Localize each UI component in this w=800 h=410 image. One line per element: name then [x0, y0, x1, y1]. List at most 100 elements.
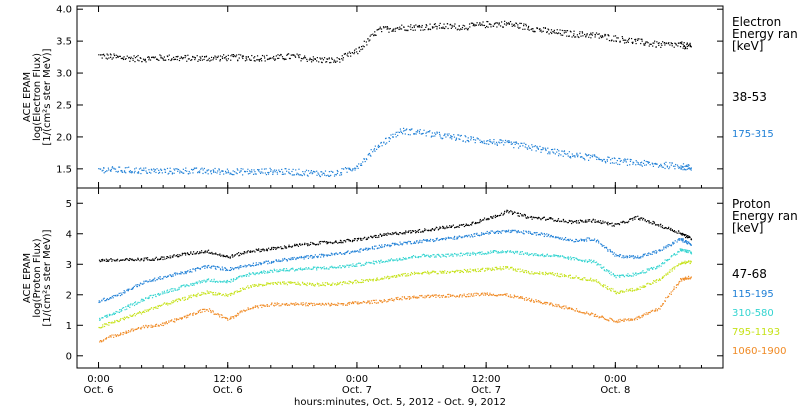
data-point	[561, 273, 563, 275]
data-point	[568, 35, 570, 37]
data-point	[588, 219, 591, 221]
data-point	[105, 323, 107, 325]
data-point	[371, 246, 374, 248]
data-point	[679, 238, 681, 240]
data-point	[206, 266, 208, 268]
data-point	[499, 252, 501, 254]
data-point	[181, 254, 184, 256]
data-point	[352, 302, 355, 305]
data-point	[454, 227, 456, 229]
data-point	[332, 267, 334, 269]
data-point	[435, 226, 437, 228]
data-point	[205, 56, 207, 58]
data-point	[442, 272, 444, 274]
data-point	[402, 243, 404, 245]
data-point	[642, 162, 645, 165]
data-point	[258, 273, 260, 275]
data-point	[142, 58, 145, 60]
data-point	[542, 148, 544, 150]
data-point	[517, 26, 519, 28]
data-point	[660, 165, 663, 167]
data-point	[130, 259, 133, 261]
data-point	[408, 275, 410, 277]
data-point	[416, 297, 418, 299]
data-point	[475, 222, 477, 225]
data-point	[681, 248, 683, 250]
data-point	[638, 257, 640, 259]
data-point	[182, 172, 184, 174]
data-point	[161, 291, 163, 293]
data-point	[443, 27, 445, 29]
data-point	[150, 168, 153, 170]
data-point	[276, 283, 278, 285]
data-point	[475, 254, 477, 256]
data-point	[381, 235, 383, 237]
data-point	[580, 35, 582, 37]
data-point	[510, 143, 512, 145]
data-point	[126, 316, 128, 318]
data-point	[279, 54, 281, 57]
data-point	[187, 173, 190, 175]
data-point	[554, 153, 556, 155]
data-point	[131, 171, 134, 173]
data-point	[476, 232, 478, 234]
data-point	[248, 287, 250, 289]
data-point	[199, 267, 201, 270]
data-point	[670, 244, 673, 246]
data-point	[311, 257, 313, 259]
data-point	[648, 45, 650, 47]
data-point	[551, 272, 553, 274]
data-point	[499, 142, 501, 144]
data-point	[497, 268, 499, 270]
data-point	[386, 301, 388, 303]
data-point	[135, 303, 137, 305]
data-point	[509, 211, 511, 213]
data-point	[481, 23, 483, 25]
data-point	[572, 35, 575, 37]
data-point	[576, 222, 578, 224]
data-point	[368, 152, 371, 155]
data-point	[533, 272, 536, 274]
data-point	[552, 236, 554, 238]
data-point	[531, 298, 533, 300]
data-point	[204, 56, 206, 58]
y-axis-label: [1/(cm²s ster MeV)]	[42, 229, 53, 326]
data-point	[481, 140, 483, 142]
data-point	[294, 56, 297, 58]
data-point	[168, 321, 170, 323]
data-point	[162, 256, 164, 258]
data-point	[178, 255, 180, 258]
data-point	[309, 256, 311, 258]
data-point	[190, 59, 192, 62]
data-point	[201, 311, 203, 313]
data-point	[539, 273, 541, 275]
data-point	[375, 260, 377, 262]
data-point	[170, 274, 172, 276]
data-point	[322, 303, 324, 305]
data-point	[108, 324, 110, 326]
data-point	[533, 254, 535, 256]
data-point	[221, 281, 223, 283]
data-point	[290, 267, 293, 270]
data-point	[568, 275, 570, 277]
data-point	[684, 165, 686, 168]
data-point	[116, 295, 118, 297]
data-point	[432, 27, 434, 29]
data-point	[499, 231, 501, 233]
data-point	[481, 293, 483, 295]
data-point	[570, 157, 572, 159]
data-point	[469, 252, 471, 254]
data-point	[447, 253, 450, 255]
data-point	[688, 260, 690, 262]
data-point	[354, 280, 356, 282]
data-point	[422, 271, 424, 274]
data-point	[180, 56, 182, 58]
data-point	[383, 244, 386, 246]
data-point	[237, 277, 239, 279]
data-point	[327, 302, 329, 304]
data-point	[212, 253, 214, 255]
data-point	[295, 283, 297, 285]
data-point	[119, 334, 121, 336]
data-point	[132, 259, 134, 261]
data-point	[368, 301, 370, 303]
